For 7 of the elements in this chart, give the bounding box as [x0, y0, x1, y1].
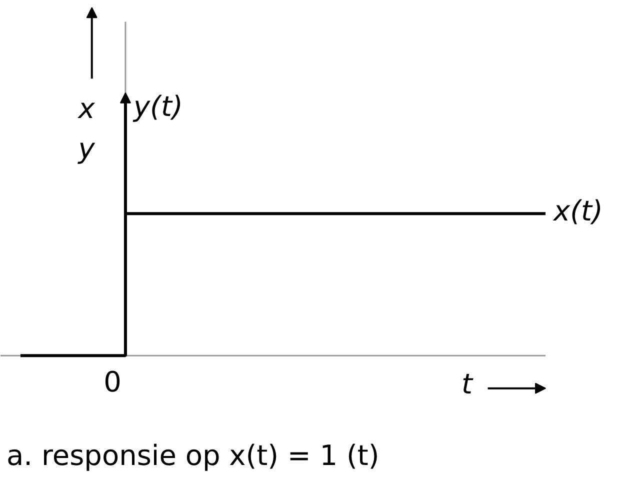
annotation: 0 [104, 366, 122, 399]
text: x [77, 92, 96, 125]
x-axis-title: t [462, 368, 474, 401]
text: y [77, 132, 96, 165]
series-label: x(t) [552, 194, 603, 228]
text: a. responsie op x(t) = 1 (t) [6, 439, 380, 472]
y-axis-title: y(t) [132, 90, 183, 123]
